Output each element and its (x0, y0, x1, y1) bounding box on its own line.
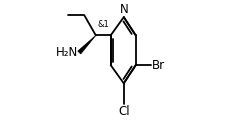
Text: Cl: Cl (118, 105, 129, 118)
Text: Br: Br (152, 59, 165, 72)
Text: N: N (119, 3, 128, 16)
Text: H₂N: H₂N (56, 46, 78, 59)
Text: &1: &1 (98, 20, 109, 29)
Polygon shape (78, 35, 96, 54)
